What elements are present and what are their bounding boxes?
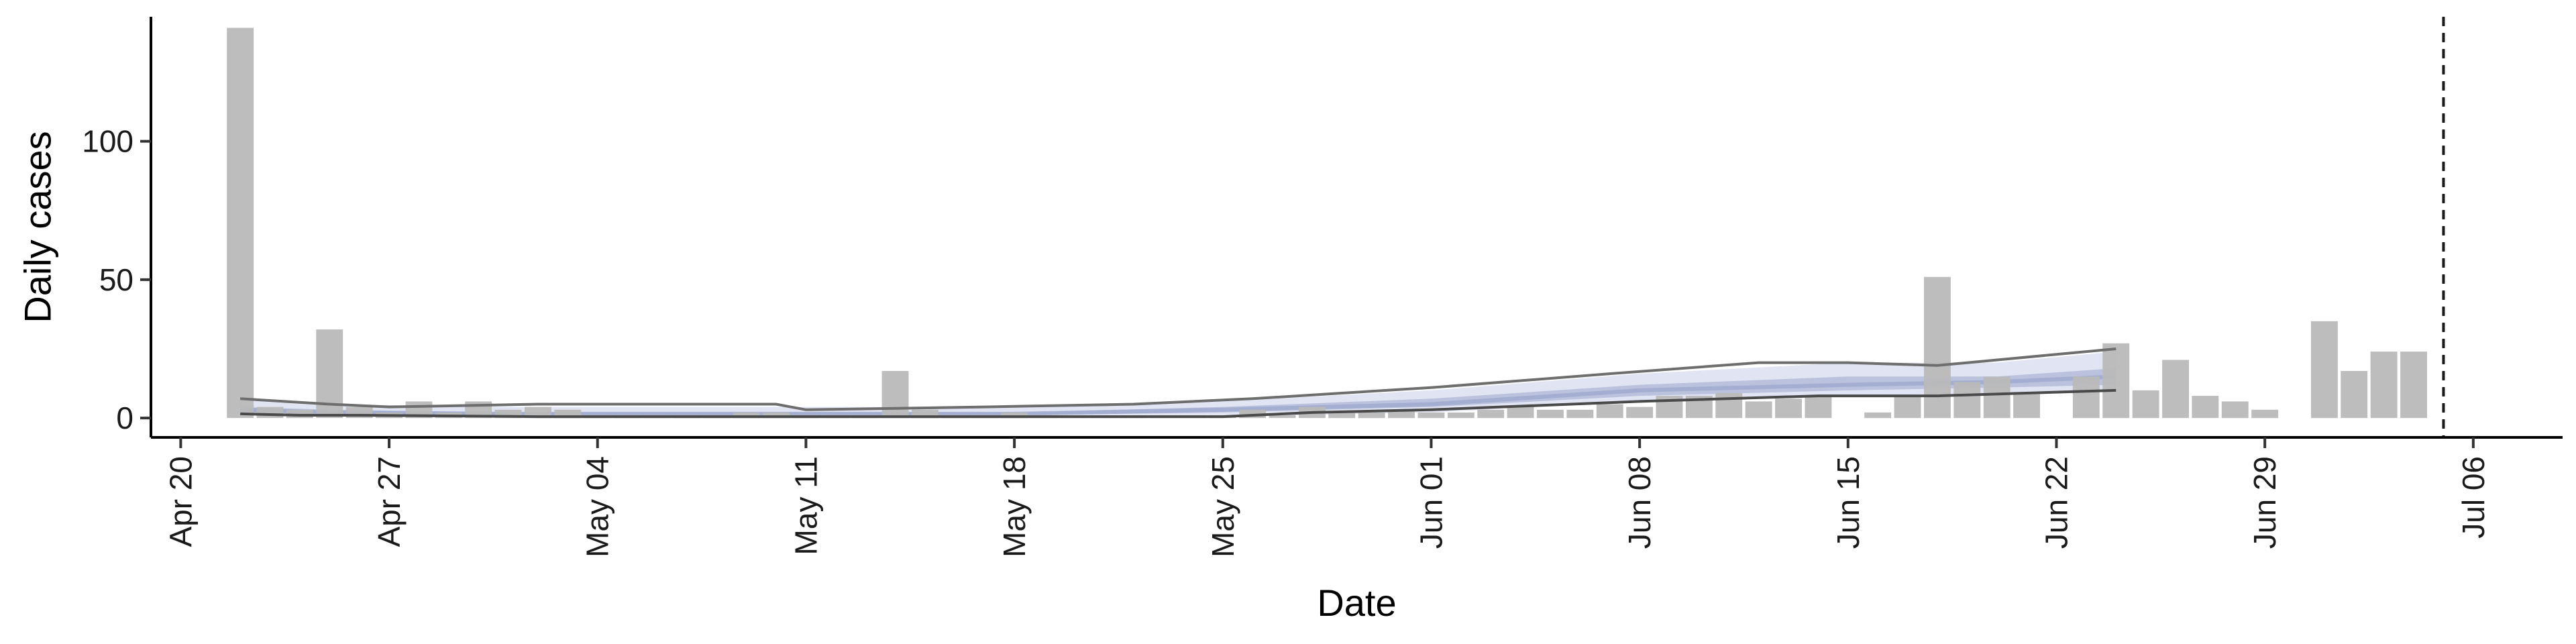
bar-may-02 <box>525 407 551 419</box>
bar-apr-23 <box>256 407 284 419</box>
bar-apr-22 <box>227 28 254 419</box>
bar-jul-04 <box>2400 352 2427 419</box>
x-tick-label-apr-20: Apr 20 <box>163 456 198 547</box>
bar-jun-02 <box>1447 412 1474 419</box>
bar-jun-20 <box>1983 376 2010 419</box>
bar-jun-27 <box>2192 396 2219 419</box>
x-axis-title: Date <box>1317 582 1396 624</box>
bar-jun-21 <box>2013 393 2040 419</box>
bar-jun-08 <box>1626 407 1654 419</box>
x-tick-label-may-25: May 25 <box>1205 456 1240 557</box>
x-tick-label-may-11: May 11 <box>788 456 823 555</box>
bar-jun-16 <box>1864 412 1892 419</box>
bar-jun-04 <box>1507 407 1534 419</box>
x-tick-label-may-04: May 04 <box>580 456 615 557</box>
bar-jul-01 <box>2311 321 2338 419</box>
bar-may-27 <box>1269 415 1296 419</box>
bar-jun-11 <box>1715 393 1743 419</box>
bar-jun-13 <box>1775 398 1802 419</box>
bar-jun-29 <box>2251 409 2279 419</box>
x-tick-label-jun-22: Jun 22 <box>2039 456 2074 549</box>
x-tick-label-jun-15: Jun 15 <box>1831 456 1866 549</box>
lower-estimate-line <box>240 388 2116 419</box>
x-tick-label-jun-01: Jun 01 <box>1413 456 1448 549</box>
y-axis-ticks: 0 50 100 <box>82 124 151 435</box>
bar-jun-06 <box>1566 409 1594 419</box>
daily-case-bars <box>227 28 2427 419</box>
bar-may-29 <box>1328 412 1356 419</box>
bar-jun-24 <box>2102 343 2130 419</box>
bar-jun-01 <box>1417 412 1445 419</box>
x-tick-label-apr-27: Apr 27 <box>372 456 407 547</box>
bar-jun-14 <box>1805 396 1832 419</box>
bar-may-14 <box>881 371 909 419</box>
bar-jun-23 <box>2072 376 2100 419</box>
y-axis-title: Daily cases <box>17 131 59 323</box>
bar-may-09 <box>733 412 760 419</box>
estimate-lines <box>239 347 2116 419</box>
y-tick-label-100: 100 <box>82 124 133 159</box>
bar-jun-17 <box>1894 396 1921 419</box>
bar-may-18 <box>1001 412 1028 419</box>
axes: Apr 20 Apr 27 May 04 May 11 May 18 May 25 Jun … <box>82 17 2563 557</box>
x-tick-label-may-18: May 18 <box>997 456 1032 557</box>
bar-jul-03 <box>2370 352 2398 419</box>
bar-jun-05 <box>1537 409 1564 419</box>
x-tick-label-jun-08: Jun 08 <box>1622 456 1657 549</box>
bar-may-30 <box>1358 412 1385 419</box>
x-tick-label-jul-06: Jul 06 <box>2456 456 2491 539</box>
bar-jun-26 <box>2162 360 2189 419</box>
x-tick-label-jun-29: Jun 29 <box>2247 456 2282 549</box>
y-tick-label-50: 50 <box>99 262 133 297</box>
inner-interval-band <box>240 368 2116 415</box>
bar-jul-02 <box>2341 371 2368 419</box>
x-axis-ticks: Apr 20 Apr 27 May 04 May 11 May 18 May 25 Jun … <box>163 437 2491 557</box>
bar-jun-25 <box>2132 390 2159 419</box>
bar-jun-07 <box>1596 404 1623 419</box>
bar-jun-19 <box>1953 382 1981 419</box>
upper-estimate-line <box>239 347 2116 411</box>
y-tick-label-0: 0 <box>116 400 133 435</box>
bar-jun-03 <box>1477 409 1505 419</box>
bar-may-10 <box>763 412 790 419</box>
bar-jun-12 <box>1745 401 1772 419</box>
bar-jun-28 <box>2221 401 2249 419</box>
